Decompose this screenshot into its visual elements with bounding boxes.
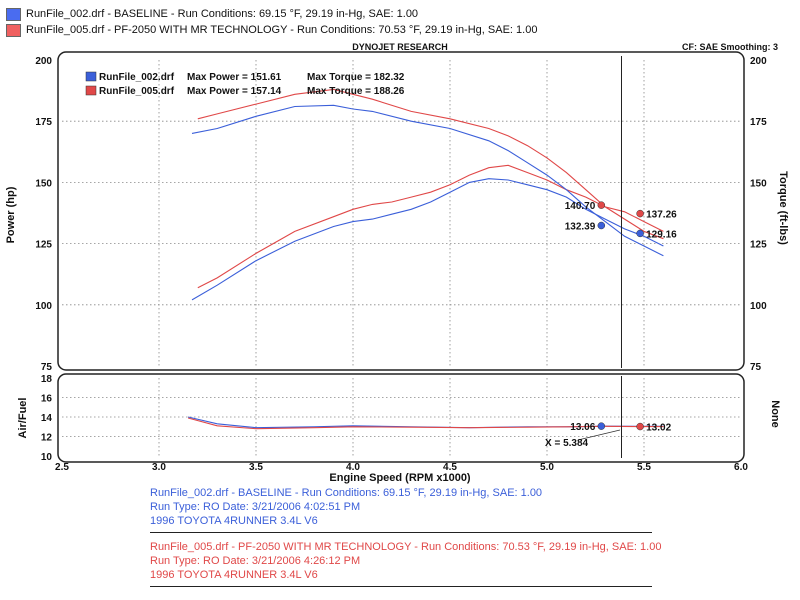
run-1-swatch [6,7,21,21]
data-marker [636,229,644,238]
series-line [197,164,664,289]
x-tick-label: 5.5 [637,462,651,473]
data-marker-label: 132.39 [565,222,596,233]
main-series [191,88,664,301]
y-tick-label-right: 200 [750,56,767,67]
series-line [191,178,664,301]
y-tick-label-right: 175 [750,117,767,128]
data-marker [636,209,644,218]
data-marker-label: 13.02 [646,423,671,434]
y-axis-title-left: Power (hp) [5,186,17,243]
cursor-label: X = 5.384 [545,438,589,449]
af-y-axis-title: Air/Fuel [17,398,29,439]
legend-1-file: RunFile_002.drf [99,72,175,83]
y-tick-label-right: 75 [750,362,762,373]
af-y-axis-title-right: None [769,400,781,428]
y-tick-label-left: 200 [35,56,52,67]
x-tick-label: 3.0 [152,462,166,473]
header-run-1-text: RunFile_002.drf - BASELINE - Run Conditi… [26,8,419,20]
data-marker [597,221,606,230]
footer-run-1-line-2: Run Type: RO Date: 3/21/2006 4:02:51 PM [150,501,361,513]
x-tick-label: 6.0 [734,462,748,473]
y-tick-label-left: 175 [35,117,52,128]
af-series [187,416,664,430]
series-line [197,88,664,240]
main-grid [62,60,741,366]
af-y-tick-label: 18 [41,374,53,385]
y-tick-label-right: 125 [750,240,767,251]
y-tick-label-right: 150 [750,178,767,189]
x-tick-labels: 2.5 3.0 3.5 4.0 4.5 5.0 5.5 6.0 [55,462,748,473]
cf-label: CF: SAE Smoothing: 3 [682,42,778,52]
y-tick-label-left: 125 [35,240,52,251]
series-line [191,104,664,257]
footer-run-1-line-3: 1996 TOYOTA 4RUNNER 3.4L V6 [150,515,318,527]
main-markers: 140.70 132.39 137.26 129.16 [565,201,677,240]
data-marker-label: 140.70 [565,201,596,212]
data-marker-label: 129.16 [646,229,677,240]
footer-run-1: RunFile_002.drf - BASELINE - Run Conditi… [150,486,542,528]
legend-2-power: Max Power = 157.14 [187,86,282,97]
data-marker [636,422,644,431]
footer-run-2-line-3: 1996 TOYOTA 4RUNNER 3.4L V6 [150,569,318,581]
af-series-line [187,417,664,430]
legend-swatch-1 [85,71,97,82]
y-tick-label-left: 75 [41,362,53,373]
plot-legend: RunFile_002.drf Max Power = 151.61 Max T… [85,71,405,97]
x-tick-label: 4.0 [346,462,360,473]
footer-run-2: RunFile_005.drf - PF-2050 WITH MR TECHNO… [150,540,661,582]
legend-2-torque: Max Torque = 188.26 [307,86,405,97]
header-run-1: RunFile_002.drf - BASELINE - Run Conditi… [6,6,418,22]
main-tick-labels: 75 100 125 150 175 200 75 100 125 150 175 200 [35,56,767,373]
x-tick-label: 3.5 [249,462,263,473]
x-tick-label: 5.0 [540,462,554,473]
y-tick-label-left: 150 [35,178,52,189]
run-2-swatch [6,23,21,37]
y-axis-title-right: Torque (ft-lbs) [777,171,789,245]
af-y-tick-label: 14 [41,413,53,424]
af-grid [62,378,741,456]
footer-run-2-line-1: RunFile_005.drf - PF-2050 WITH MR TECHNO… [150,541,662,553]
x-axis-title: Engine Speed (RPM x1000) [329,472,471,484]
cursor-label-leader [577,429,621,441]
legend-2-file: RunFile_005.drf [99,86,175,97]
main-plot-frame [57,51,745,371]
af-y-tick-label: 12 [41,433,53,444]
af-plot-frame [57,373,745,463]
af-tick-labels: 10 12 14 16 18 [41,374,53,463]
footer-divider-1 [150,532,652,533]
x-tick-label: 2.5 [55,462,69,473]
legend-1-torque: Max Torque = 182.32 [307,72,405,83]
data-marker [597,422,606,430]
af-y-tick-label: 16 [41,394,53,405]
data-marker-label: 13.06 [570,422,595,433]
y-tick-label-right: 100 [750,301,767,312]
footer-run-1-line-1: RunFile_002.drf - BASELINE - Run Conditi… [150,487,543,499]
chart-title: DYNOJET RESEARCH [352,42,448,52]
legend-swatch-2 [85,85,97,96]
af-markers: 13.06 13.02 [570,422,671,433]
footer-divider-2 [150,586,652,587]
af-y-tick-label: 10 [41,452,53,463]
x-tick-label: 4.5 [443,462,457,473]
header-run-2-text: RunFile_005.drf - PF-2050 WITH MR TECHNO… [26,24,538,36]
y-tick-label-left: 100 [35,301,52,312]
data-marker [597,201,606,209]
data-marker-label: 137.26 [646,210,677,221]
header-run-2: RunFile_005.drf - PF-2050 WITH MR TECHNO… [6,22,537,38]
footer-run-2-line-2: Run Type: RO Date: 3/21/2006 4:26:12 PM [150,555,361,567]
legend-1-power: Max Power = 151.61 [187,72,282,83]
